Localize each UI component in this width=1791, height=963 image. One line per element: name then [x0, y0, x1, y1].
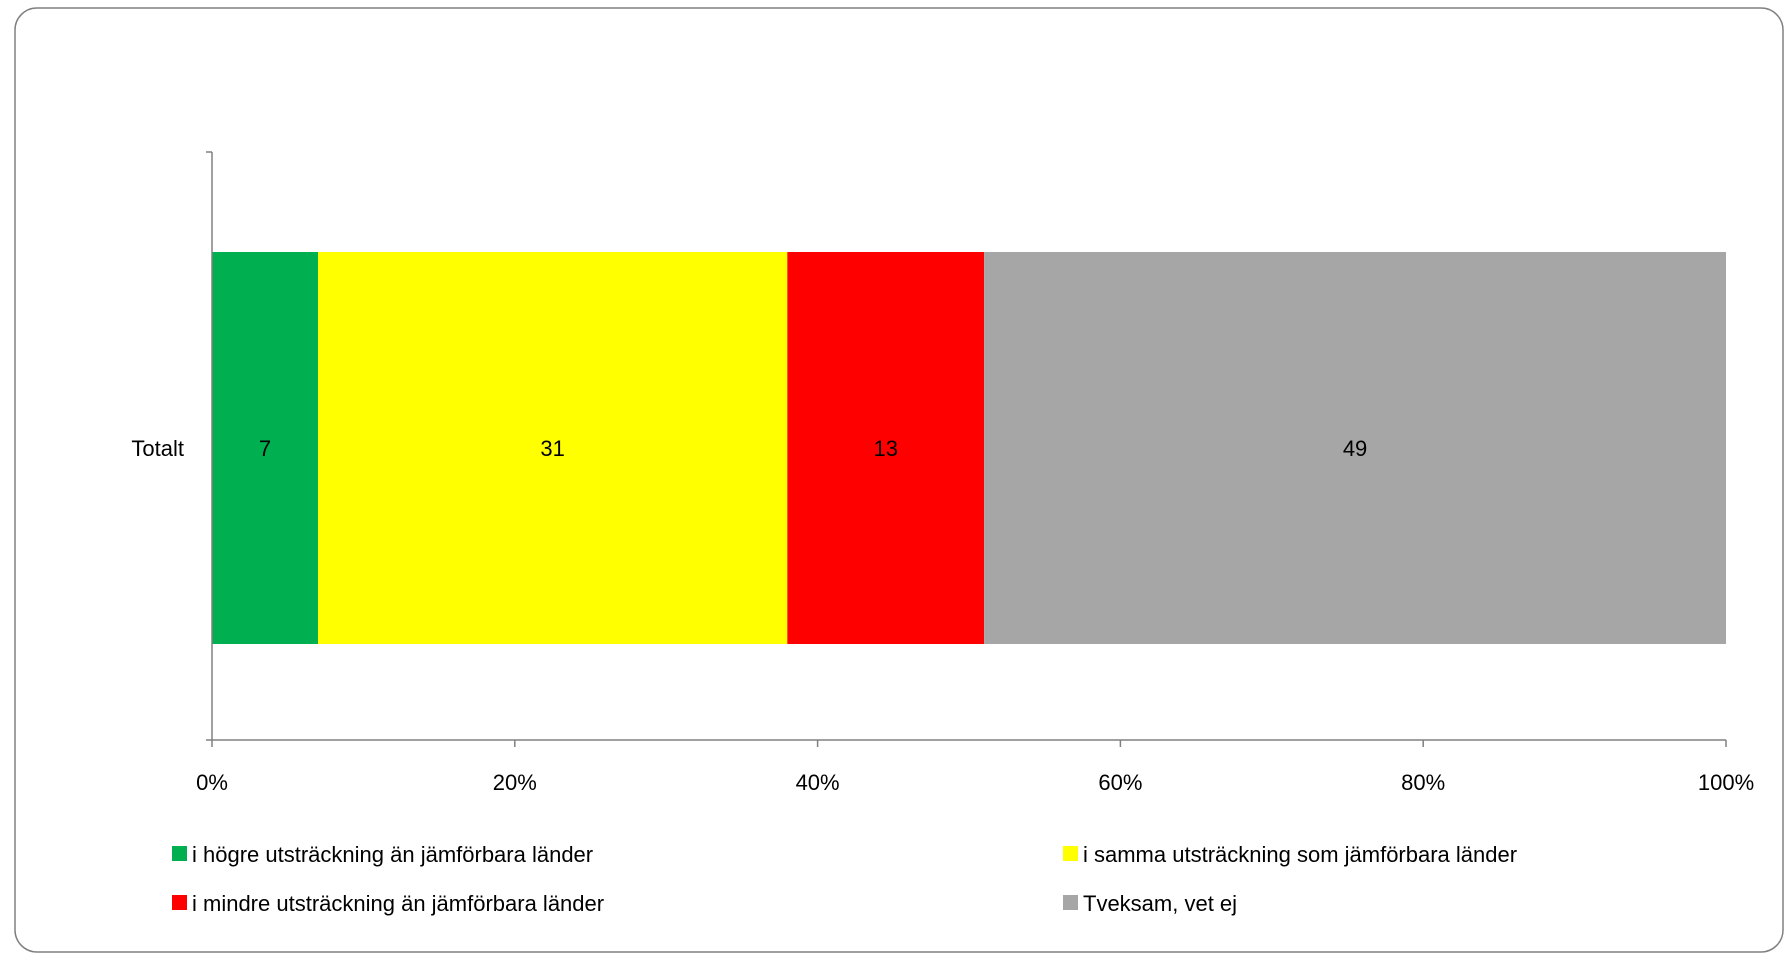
x-tick-label: 20%	[493, 770, 537, 795]
bar-segment-1	[212, 252, 318, 644]
axes: Totalt 0% 20% 40% 60% 80% 100%	[131, 151, 1754, 795]
data-label-4: 49	[1343, 436, 1367, 461]
category-label: Totalt	[131, 436, 184, 461]
bar-segment-2	[317, 252, 788, 644]
legend-swatch-2	[1063, 846, 1078, 861]
x-tick-label: 0%	[196, 770, 228, 795]
data-label-2: 31	[540, 436, 564, 461]
x-tick-label: 40%	[796, 770, 840, 795]
legend-label-3: i mindre utsträckning än jämförbara länd…	[192, 891, 604, 916]
legend-label-4: Tveksam, vet ej	[1083, 891, 1237, 916]
plot-area: 7 31 13 49	[212, 252, 1726, 644]
legend-swatch-4	[1063, 895, 1078, 910]
bar-segment-4	[984, 252, 1726, 644]
legend-swatch-3	[172, 895, 187, 910]
legend-swatch-1	[172, 846, 187, 861]
x-tick-label: 100%	[1698, 770, 1754, 795]
legend-label-1: i högre utsträckning än jämförbara lände…	[192, 842, 593, 867]
data-label-1: 7	[259, 436, 271, 461]
bar-segment-3	[787, 252, 985, 644]
data-label-3: 13	[873, 436, 897, 461]
x-tick-label: 60%	[1098, 770, 1142, 795]
legend: i högre utsträckning än jämförbara lände…	[172, 842, 1517, 916]
x-tick-label: 80%	[1401, 770, 1445, 795]
legend-label-2: i samma utsträckning som jämförbara länd…	[1083, 842, 1517, 867]
